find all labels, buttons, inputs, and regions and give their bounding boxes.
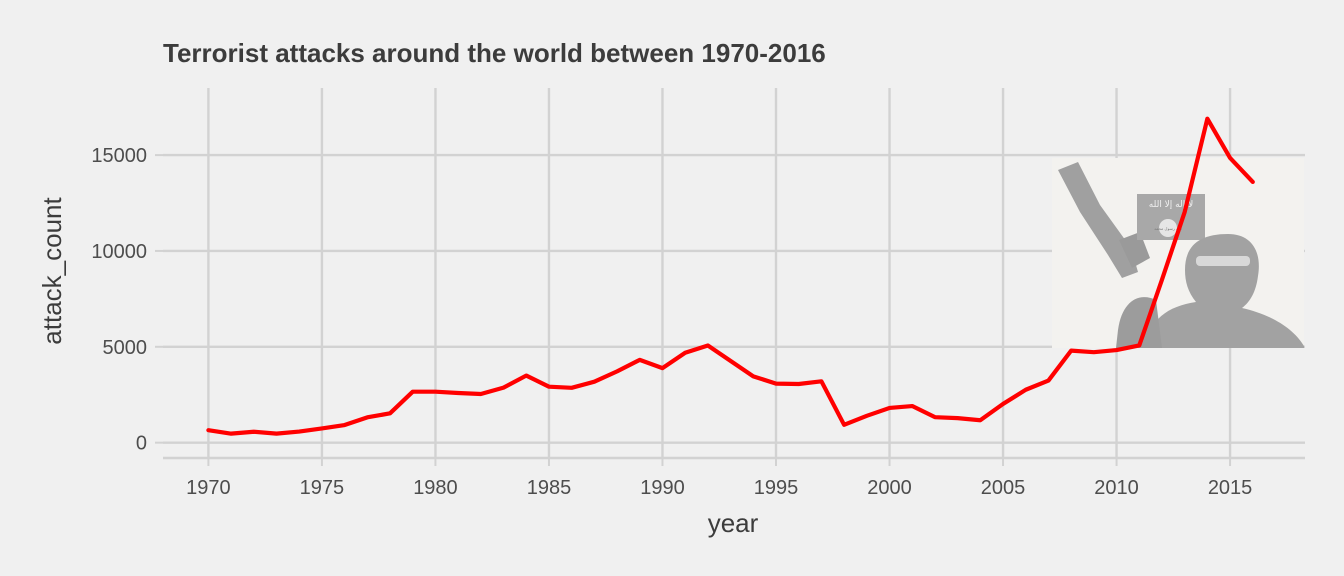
x-tick-label: 1980 bbox=[413, 477, 458, 499]
mask-eye-slit bbox=[1196, 256, 1250, 266]
x-tick-label: 2010 bbox=[1094, 477, 1139, 499]
x-tick-label: 1995 bbox=[754, 477, 799, 499]
x-tick-label: 2015 bbox=[1208, 477, 1253, 499]
x-tick-label: 1990 bbox=[640, 477, 685, 499]
y-axis-title: attack_count bbox=[37, 197, 67, 345]
flag-text: لا إله إلا الله bbox=[1149, 200, 1193, 210]
seal-text: الله رسول محمد bbox=[1154, 226, 1182, 231]
flag-seal-icon bbox=[1159, 219, 1177, 237]
y-tick-label: 5000 bbox=[103, 337, 148, 359]
y-tick-label: 15000 bbox=[91, 145, 147, 167]
series-line bbox=[206, 116, 1255, 436]
x-axis-title: year bbox=[708, 508, 759, 538]
chart-title: Terrorist attacks around the world betwe… bbox=[163, 38, 826, 68]
label-layer: Terrorist attacks around the world betwe… bbox=[37, 38, 1252, 538]
y-tick-label: 10000 bbox=[91, 241, 147, 263]
x-tick-label: 1970 bbox=[186, 477, 231, 499]
x-tick-label: 2000 bbox=[867, 477, 912, 499]
line-layer bbox=[206, 116, 1255, 436]
inset-image: لا إله إلا الله الله رسول محمد bbox=[1052, 158, 1304, 348]
y-tick-label: 0 bbox=[136, 433, 147, 455]
x-tick-label: 1985 bbox=[527, 477, 572, 499]
x-tick-label: 2005 bbox=[981, 477, 1026, 499]
masked-militant-icon bbox=[1146, 234, 1304, 348]
rocket-launcher-icon bbox=[1058, 162, 1138, 278]
rocket-grip-icon bbox=[1119, 232, 1150, 268]
x-tick-label: 1975 bbox=[300, 477, 345, 499]
